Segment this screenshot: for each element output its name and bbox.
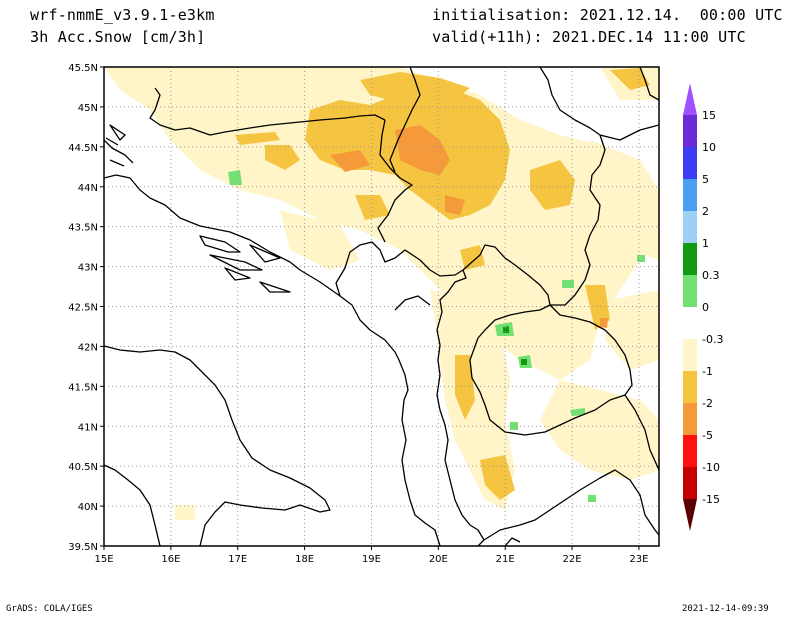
colorbar-label: -5: [702, 429, 713, 442]
lon-label: 18E: [295, 554, 314, 565]
lat-label: 40.5N: [68, 462, 98, 473]
lon-label: 19E: [362, 554, 381, 565]
lat-label: 42N: [78, 342, 98, 353]
footer-left: GrADS: COLA/IGES: [6, 604, 93, 614]
colorbar-label: 2: [702, 205, 709, 218]
colorbar-label: -0.3: [702, 333, 723, 346]
latitude-labels: 45.5N 45N 44.5N 44N 43.5N 43N 42.5N 42N 41.5N 41N…: [68, 63, 104, 553]
lat-label: 44.5N: [68, 143, 98, 154]
colorbar-swatch: [683, 467, 697, 499]
initialisation-time: initialisation: 2021.12.14. 00:00 UTC: [432, 6, 783, 24]
colorbar: 15 10 5 2 1 0.3 0 -0.3 -1 -2 -5 -10 -15: [683, 83, 723, 531]
lat-label: 42.5N: [68, 303, 98, 314]
colorbar-label: 15: [702, 109, 716, 122]
lon-label: 17E: [228, 554, 247, 565]
lat-label: 45N: [78, 103, 98, 114]
lon-label: 21E: [496, 554, 515, 565]
colorbar-swatch: [683, 179, 697, 211]
colorbar-swatch: [683, 403, 697, 435]
lat-label: 43N: [78, 263, 98, 274]
colorbar-swatch: [683, 371, 697, 403]
colorbar-swatch: [683, 243, 697, 275]
lon-label: 15E: [94, 554, 113, 565]
lat-label: 41N: [78, 422, 98, 433]
colorbar-label: -15: [702, 493, 720, 506]
colorbar-label: 0.3: [702, 269, 720, 282]
valid-time: valid(+11h): 2021.DEC.14 11:00 UTC: [432, 28, 746, 46]
lat-label: 39.5N: [68, 542, 98, 553]
colorbar-label: 1: [702, 237, 709, 250]
model-name: wrf-nmmE_v3.9.1-e3km: [30, 6, 215, 24]
coastline-borders: [104, 67, 659, 546]
lat-label: 41.5N: [68, 382, 98, 393]
colorbar-top-arrow: [683, 83, 697, 115]
lon-label: 16E: [161, 554, 180, 565]
colorbar-swatch: [683, 435, 697, 467]
field-name: 3h Acc.Snow [cm/3h]: [30, 28, 206, 46]
lon-label: 22E: [563, 554, 582, 565]
colorbar-swatch: [683, 307, 697, 339]
lat-label: 45.5N: [68, 63, 98, 74]
colorbar-swatch: [683, 115, 697, 147]
colorbar-bottom-arrow: [683, 499, 697, 531]
lat-label: 43.5N: [68, 223, 98, 234]
colorbar-label: 10: [702, 141, 716, 154]
colorbar-swatch: [683, 339, 697, 371]
colorbar-label: -2: [702, 397, 713, 410]
lat-label: 40N: [78, 502, 98, 513]
colorbar-label: -1: [702, 365, 713, 378]
lon-label: 20E: [429, 554, 448, 565]
lat-label: 44N: [78, 183, 98, 194]
colorbar-swatch: [683, 147, 697, 179]
footer-right: 2021-12-14-09:39: [682, 604, 769, 614]
longitude-labels: 15E 16E 17E 18E 19E 20E 21E 22E 23E: [94, 546, 648, 565]
lon-label: 23E: [629, 554, 648, 565]
colorbar-label: 5: [702, 173, 709, 186]
colorbar-swatch: [683, 211, 697, 243]
colorbar-swatch: [683, 275, 697, 307]
map-grid: [104, 67, 659, 546]
colorbar-label: 0: [702, 301, 709, 314]
colorbar-label: -10: [702, 461, 720, 474]
